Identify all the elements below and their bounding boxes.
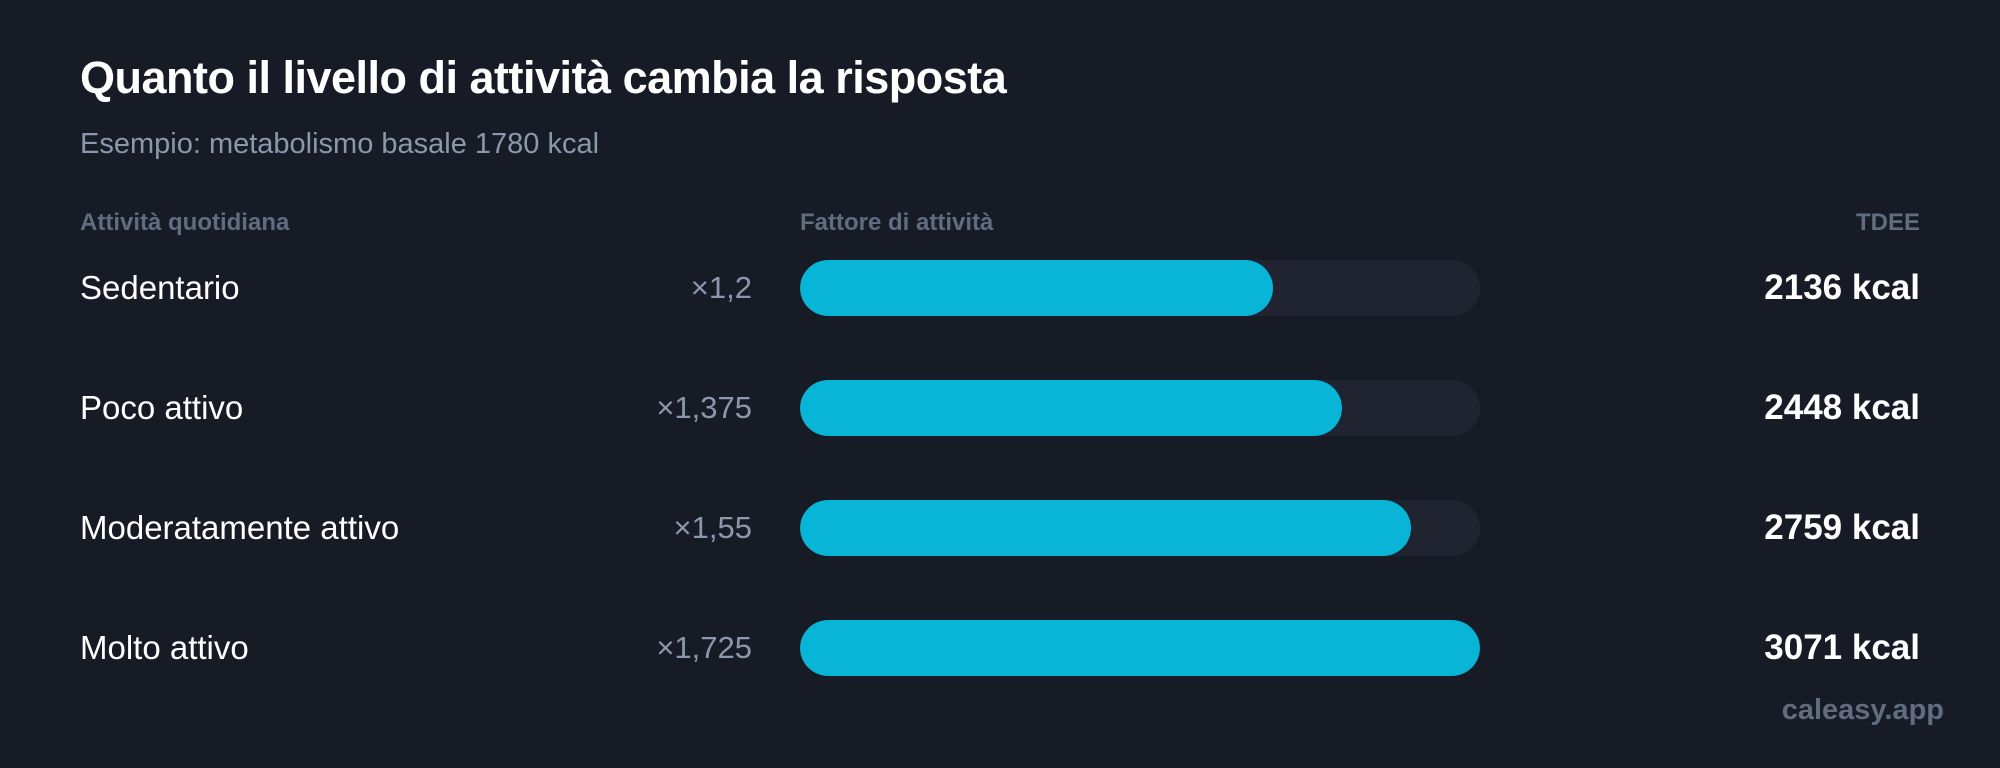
activity-factor-label: ×1,725	[656, 630, 752, 665]
column-header-tdee: TDEE	[1855, 209, 1920, 236]
bar-track	[800, 620, 1480, 676]
activity-factor-label: ×1,55	[673, 510, 752, 545]
category-label: Moderatamente attivo	[80, 509, 400, 546]
brand-watermark: caleasy.app	[1781, 694, 1944, 726]
bar-row: Molto attivo ×1,725 3071 kcal	[0, 620, 2000, 676]
bar-track	[800, 500, 1480, 556]
chart-title: Quanto il livello di attività cambia la …	[80, 52, 1007, 103]
bar	[800, 620, 1480, 676]
bar-track	[800, 380, 1480, 436]
bar-row: Moderatamente attivo ×1,55 2759 kcal	[0, 500, 2000, 556]
bar	[800, 380, 1342, 436]
bar	[800, 500, 1411, 556]
bar-row: Sedentario ×1,2 2136 kcal	[0, 260, 2000, 316]
category-label: Molto attivo	[80, 629, 249, 666]
activity-factor-label: ×1,2	[690, 270, 752, 305]
tdee-value-label: 3071 kcal	[1764, 628, 1920, 667]
bar-row: Poco attivo ×1,375 2448 kcal	[0, 380, 2000, 436]
category-label: Poco attivo	[80, 389, 244, 426]
tdee-value-label: 2136 kcal	[1764, 268, 1920, 307]
tdee-value-label: 2759 kcal	[1764, 508, 1920, 547]
column-header-factor: Fattore di attività	[800, 209, 994, 236]
column-header-activity: Attività quotidiana	[80, 209, 290, 236]
bar	[800, 260, 1273, 316]
tdee-value-label: 2448 kcal	[1764, 388, 1920, 427]
bar-track	[800, 260, 1480, 316]
activity-factor-label: ×1,375	[656, 390, 752, 425]
chart-subtitle: Esempio: metabolismo basale 1780 kcal	[80, 128, 600, 160]
category-label: Sedentario	[80, 269, 240, 306]
